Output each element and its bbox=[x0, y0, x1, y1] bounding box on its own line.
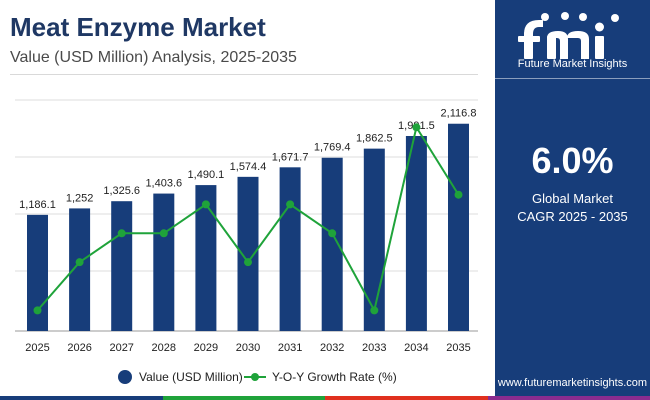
growth-point-2033 bbox=[370, 306, 379, 315]
bar-2026 bbox=[69, 208, 91, 331]
x-tick-2033: 2033 bbox=[362, 342, 386, 354]
x-tick-2034: 2034 bbox=[404, 342, 428, 354]
bar-2028 bbox=[153, 193, 175, 331]
x-tick-2027: 2027 bbox=[109, 342, 133, 354]
growth-line bbox=[33, 123, 463, 315]
bar-label-2030: 1,574.4 bbox=[230, 161, 267, 173]
x-tick-2031: 2031 bbox=[278, 342, 302, 354]
value-bars bbox=[27, 123, 469, 331]
value-growth-chart: 1,186.1 1,252 1,325.6 1,403.6 1,490.1 1,574.4… bbox=[15, 99, 478, 354]
bar-2032 bbox=[321, 157, 343, 331]
bar-label-2027: 1,325.6 bbox=[103, 185, 140, 197]
bar-2027 bbox=[111, 201, 133, 331]
growth-point-2029 bbox=[201, 200, 210, 209]
logo-text: Future Market Insights bbox=[517, 58, 628, 70]
legend-bar-label: Value (USD Million) bbox=[139, 370, 243, 384]
growth-point-2025 bbox=[33, 306, 42, 315]
website-url: www.futuremarketinsights.com bbox=[497, 377, 648, 389]
header-divider bbox=[10, 74, 478, 75]
x-tick-2035: 2035 bbox=[446, 342, 470, 354]
bar-2029 bbox=[195, 185, 217, 331]
x-axis-tick-labels: 2025 2026 2027 2028 2029 2030 2031 2032 2033 2034… bbox=[25, 342, 470, 354]
bar-label-2032: 1,769.4 bbox=[314, 142, 351, 154]
x-tick-2025: 2025 bbox=[25, 342, 49, 354]
bar-label-2033: 1,862.5 bbox=[356, 133, 393, 145]
bar-2033 bbox=[363, 148, 385, 331]
stripe-segment-red bbox=[325, 396, 488, 400]
growth-point-2032 bbox=[328, 229, 337, 238]
bar-label-2031: 1,671.7 bbox=[272, 151, 309, 163]
legend-bar-swatch bbox=[118, 370, 132, 384]
cagr-label-line2: CAGR 2025 - 2035 bbox=[517, 209, 628, 224]
growth-point-2026 bbox=[75, 258, 84, 267]
side-panel: Future Market Insights 6.0% Global Marke… bbox=[495, 0, 650, 396]
bar-2031 bbox=[279, 167, 301, 331]
bar-label-2026: 1,252 bbox=[66, 192, 94, 204]
bar-2030 bbox=[237, 176, 259, 331]
stripe-segment-blue bbox=[0, 396, 163, 400]
growth-point-2034 bbox=[412, 123, 421, 132]
x-tick-2032: 2032 bbox=[320, 342, 344, 354]
growth-point-2031 bbox=[286, 200, 295, 209]
x-tick-2028: 2028 bbox=[152, 342, 176, 354]
cagr-value: 6.0% bbox=[531, 140, 614, 181]
growth-point-2030 bbox=[244, 258, 252, 267]
chart-legend: Value (USD Million) Y-O-Y Growth Rate (%… bbox=[0, 367, 495, 387]
page-title: Meat Enzyme Market bbox=[10, 12, 266, 42]
stripe-segment-purple bbox=[487, 396, 650, 400]
bar-2034 bbox=[405, 135, 427, 331]
cagr-label: Global Market CAGR 2025 - 2035 bbox=[495, 190, 650, 226]
bar-2025 bbox=[27, 214, 48, 331]
x-tick-2029: 2029 bbox=[194, 342, 218, 354]
bar-2035 bbox=[448, 123, 469, 331]
panel-divider bbox=[495, 78, 650, 79]
bar-label-2025: 1,186.1 bbox=[19, 199, 56, 211]
x-tick-2026: 2026 bbox=[67, 342, 91, 354]
stripe-segment-green bbox=[162, 396, 325, 400]
growth-point-2027 bbox=[117, 229, 126, 238]
legend-line-label: Y-O-Y Growth Rate (%) bbox=[272, 370, 397, 384]
bottom-color-stripe bbox=[0, 396, 650, 400]
growth-point-2035 bbox=[454, 190, 463, 199]
x-tick-2030: 2030 bbox=[236, 342, 260, 354]
bar-label-2029: 1,490.1 bbox=[188, 169, 225, 181]
legend-item-value: Value (USD Million) bbox=[118, 367, 243, 387]
growth-point-2028 bbox=[159, 229, 168, 238]
cagr-label-line1: Global Market bbox=[532, 191, 613, 206]
fmi-logo-icon bbox=[518, 12, 619, 59]
legend-item-growth: Y-O-Y Growth Rate (%) bbox=[244, 367, 397, 387]
legend-line-swatch bbox=[244, 370, 266, 384]
bar-label-2035: 2,116.8 bbox=[441, 108, 477, 120]
bar-label-2028: 1,403.6 bbox=[145, 178, 182, 190]
page-subtitle: Value (USD Million) Analysis, 2025-2035 bbox=[10, 49, 297, 66]
